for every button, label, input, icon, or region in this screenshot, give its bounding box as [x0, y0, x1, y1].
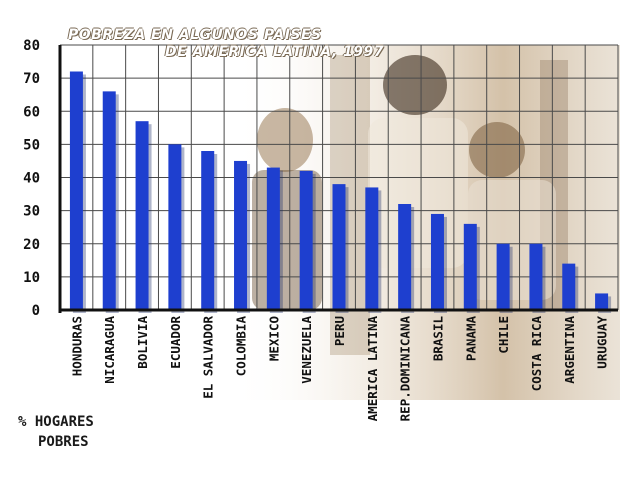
- y-tick-label: 10: [23, 270, 40, 286]
- bar-venezuela: [299, 170, 313, 310]
- y-tick-label: 0: [32, 303, 40, 319]
- x-tick-label: COSTA RICA: [529, 316, 544, 392]
- bar-uruguay: [595, 293, 609, 310]
- chart-title-line-2: DE AMERICA LATINA, 1997: [165, 44, 385, 60]
- y-tick-label: 60: [23, 104, 40, 120]
- bar-america-latina: [365, 187, 379, 310]
- x-tick-label: ARGENTINA: [562, 316, 577, 384]
- x-tick-label: NICARAGUA: [102, 316, 117, 384]
- x-tick-label: COLOMBIA: [234, 316, 249, 377]
- x-tick-label: MEXICO: [266, 316, 281, 361]
- x-tick-label: HONDURAS: [69, 316, 84, 376]
- chart-title-line-1: POBREZA EN ALGUNOS PAISES: [68, 27, 322, 43]
- x-tick-label: URUGUAY: [595, 316, 610, 369]
- bar-ecuador: [168, 144, 182, 310]
- y-tick-label: 50: [23, 137, 40, 153]
- y-tick-label: 20: [23, 237, 40, 253]
- bar-argentina: [562, 263, 576, 310]
- bar-panama: [463, 223, 477, 310]
- bar-bolivia: [135, 121, 149, 310]
- bar-rep-dominicana: [398, 204, 412, 310]
- x-tick-label: EL SALVADOR: [201, 316, 216, 399]
- x-tick-label: PANAMA: [463, 316, 478, 362]
- bar-chile: [496, 243, 510, 310]
- y-tick-label: 30: [23, 204, 40, 220]
- bar-peru: [332, 184, 346, 310]
- x-tick-label: CHILE: [496, 316, 511, 354]
- x-tick-label: AMERICA LATINA: [365, 316, 380, 422]
- y-axis-label-line-1: % HOGARES: [18, 414, 94, 430]
- x-tick-label: BOLIVIA: [135, 316, 150, 369]
- y-tick-label: 40: [23, 171, 40, 187]
- bar-honduras: [69, 71, 83, 310]
- y-tick-label: 70: [23, 71, 40, 87]
- x-tick-label: ECUADOR: [168, 316, 183, 369]
- bar-colombia: [234, 160, 248, 310]
- x-tick-label: VENEZUELA: [299, 316, 314, 384]
- bar-nicaragua: [102, 91, 116, 310]
- x-tick-label: REP.DOMINICANA: [398, 316, 413, 422]
- bar-el-salvador: [201, 151, 215, 310]
- bar-mexico: [266, 167, 280, 310]
- x-tick-label: BRASIL: [430, 316, 445, 362]
- y-tick-label: 80: [23, 38, 40, 54]
- x-tick-label: PERU: [332, 316, 347, 346]
- bar-costa-rica: [529, 243, 543, 310]
- bar-brasil: [430, 213, 444, 310]
- y-axis-label-line-2: POBRES: [38, 434, 89, 450]
